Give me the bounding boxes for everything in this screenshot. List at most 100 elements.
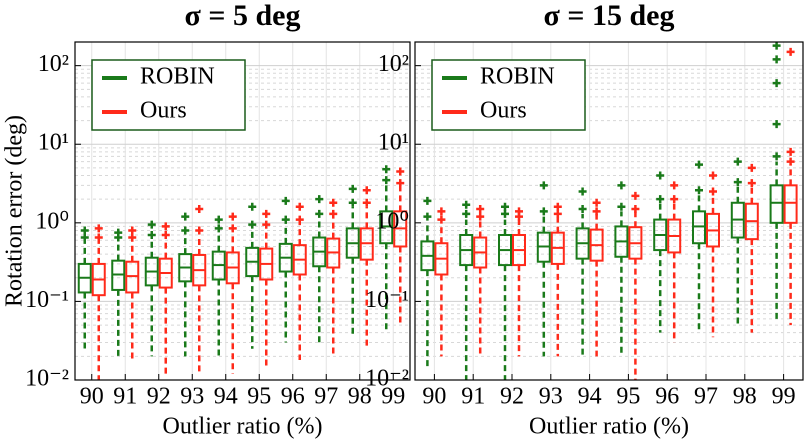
x-tick-label: 99 bbox=[772, 384, 796, 410]
box bbox=[769, 184, 784, 224]
outlier bbox=[228, 212, 237, 221]
outlier bbox=[733, 178, 742, 187]
outlier bbox=[553, 202, 562, 211]
outlier bbox=[147, 231, 156, 240]
x-tick-label: 96 bbox=[281, 384, 305, 410]
outlier bbox=[539, 207, 548, 216]
outlier bbox=[670, 181, 679, 190]
x-tick-label: 91 bbox=[113, 384, 137, 410]
outlier bbox=[501, 202, 509, 211]
x-tick-label: 98 bbox=[348, 384, 372, 410]
y-tick-label: 10¹ bbox=[378, 130, 409, 156]
x-tick-label: 93 bbox=[180, 384, 204, 410]
outlier bbox=[295, 215, 304, 224]
outlier bbox=[181, 226, 190, 235]
outlier bbox=[228, 224, 237, 233]
x-tick-label: 92 bbox=[500, 384, 524, 410]
outlier bbox=[214, 215, 223, 224]
y-tick-label: 10⁰ bbox=[375, 208, 409, 234]
outlier bbox=[94, 233, 103, 242]
outlier bbox=[515, 207, 523, 216]
outlier bbox=[423, 212, 432, 221]
outlier bbox=[128, 226, 137, 235]
outlier bbox=[617, 202, 626, 211]
plot-area bbox=[420, 42, 798, 380]
outlier bbox=[315, 195, 324, 204]
outlier bbox=[80, 233, 89, 242]
x-tick-label: 99 bbox=[381, 384, 405, 410]
y-tick-label: 10⁰ bbox=[35, 208, 69, 234]
outlier bbox=[262, 209, 271, 218]
outlier bbox=[195, 204, 204, 213]
outlier bbox=[709, 171, 717, 180]
x-tick-label: 91 bbox=[461, 384, 485, 410]
outlier bbox=[423, 196, 432, 205]
outlier bbox=[709, 187, 717, 196]
outlier bbox=[631, 204, 640, 213]
legend-box bbox=[431, 59, 586, 131]
x-axis-label: Outlier ratio (%) bbox=[163, 414, 323, 440]
outlier bbox=[94, 224, 103, 233]
outlier bbox=[670, 195, 679, 204]
y-tick-label: 10⁻¹ bbox=[365, 287, 409, 313]
outlier bbox=[772, 120, 781, 129]
outlier bbox=[315, 209, 324, 218]
outlier bbox=[747, 163, 756, 172]
outlier bbox=[578, 187, 587, 196]
outlier bbox=[631, 191, 640, 200]
outlier bbox=[747, 179, 756, 188]
outlier bbox=[329, 209, 338, 218]
outlier bbox=[348, 184, 357, 193]
outlier bbox=[362, 186, 371, 195]
outlier bbox=[786, 47, 795, 56]
outlier bbox=[295, 202, 304, 211]
outlier bbox=[772, 42, 781, 50]
outlier bbox=[195, 226, 204, 235]
x-tick-label: 94 bbox=[578, 384, 602, 410]
legend-label: Ours bbox=[140, 98, 187, 124]
outlier bbox=[501, 209, 509, 218]
legend-label: Ours bbox=[480, 98, 527, 124]
outlier bbox=[476, 212, 485, 221]
x-tick-label: 96 bbox=[655, 384, 679, 410]
outlier bbox=[772, 55, 781, 64]
outlier bbox=[592, 207, 601, 216]
outlier bbox=[578, 204, 587, 213]
outlier bbox=[656, 195, 665, 204]
outlier bbox=[128, 233, 137, 242]
outlier bbox=[262, 220, 271, 229]
outlier bbox=[786, 147, 795, 156]
outlier bbox=[248, 220, 257, 229]
outlier bbox=[592, 198, 601, 207]
outlier bbox=[617, 181, 626, 190]
x-tick-label: 92 bbox=[147, 384, 171, 410]
legend-label: ROBIN bbox=[480, 64, 555, 90]
legend-label: ROBIN bbox=[140, 64, 215, 90]
y-tick-label: 10² bbox=[378, 51, 409, 77]
x-tick-label: 98 bbox=[733, 384, 757, 410]
x-tick-label: 90 bbox=[422, 384, 446, 410]
outlier bbox=[181, 212, 190, 221]
panel-title: σ = 15 deg bbox=[544, 0, 675, 32]
y-axis-label: Rotation error (deg) bbox=[2, 115, 28, 307]
outlier bbox=[114, 228, 123, 237]
outlier bbox=[382, 176, 391, 185]
outlier bbox=[656, 171, 665, 180]
outlier bbox=[437, 207, 446, 216]
outlier bbox=[733, 157, 742, 166]
x-tick-label: 95 bbox=[616, 384, 640, 410]
outlier bbox=[695, 186, 703, 195]
outlier bbox=[147, 220, 156, 229]
box bbox=[783, 184, 798, 224]
outlier bbox=[462, 209, 471, 218]
outlier bbox=[281, 215, 290, 224]
y-tick-label: 10⁻² bbox=[365, 366, 409, 392]
outlier bbox=[396, 167, 405, 176]
axes-frame bbox=[74, 41, 411, 381]
outlier bbox=[281, 196, 290, 205]
outlier bbox=[161, 222, 170, 231]
legend-box bbox=[91, 59, 246, 131]
outlier bbox=[772, 79, 781, 88]
x-tick-label: 93 bbox=[539, 384, 563, 410]
